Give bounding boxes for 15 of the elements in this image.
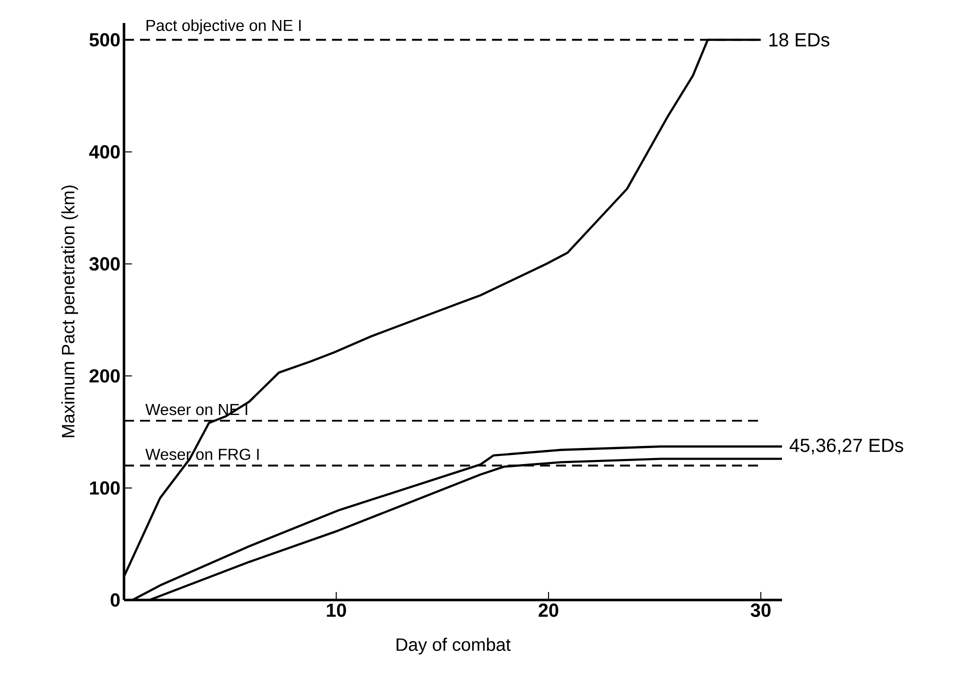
- x-tick-label: 30: [750, 604, 771, 617]
- annotation: 18 EDs: [769, 33, 830, 46]
- x-tick-label: 10: [326, 604, 346, 617]
- y-tick-label: 500: [89, 33, 120, 46]
- ref-line-label: Weser on FRG I: [145, 448, 259, 460]
- x-axis-title: Day of combat: [396, 638, 511, 655]
- ref-line-label: Pact objective on NE I: [146, 19, 301, 34]
- y-axis-title: Maximum Pact penetration (km): [61, 186, 78, 438]
- y-tick-label: 200: [90, 369, 120, 383]
- y-tick-label: 300: [89, 257, 120, 271]
- x-tick-label: 20: [538, 604, 558, 617]
- y-tick-label: 0: [110, 593, 120, 607]
- annotation: 45,36,27 EDs: [790, 438, 904, 454]
- y-tick-label: 400: [89, 145, 120, 159]
- y-tick-label: 100: [90, 481, 120, 495]
